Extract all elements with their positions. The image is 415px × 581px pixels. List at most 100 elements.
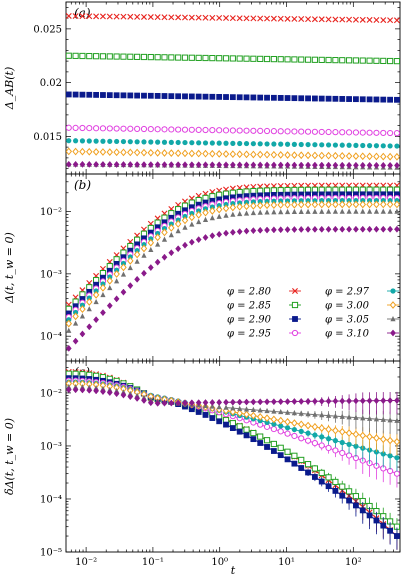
data-point xyxy=(202,149,209,158)
data-point xyxy=(66,147,73,156)
data-point xyxy=(202,399,209,407)
data-point xyxy=(353,443,359,449)
data-point xyxy=(79,13,86,20)
data-point xyxy=(250,55,257,62)
data-point xyxy=(319,142,325,148)
legend-label: φ = 2.95 xyxy=(227,329,271,340)
data-point xyxy=(86,306,92,312)
data-point xyxy=(346,397,353,405)
panel-0: 0.015 0.02 0.025 Δ_AB(t) (a) xyxy=(3,1,401,175)
data-point xyxy=(161,93,168,99)
data-point xyxy=(229,150,237,158)
data-point xyxy=(270,425,277,433)
data-point xyxy=(345,129,353,136)
data-point xyxy=(304,128,312,135)
data-point xyxy=(243,127,250,134)
data-point xyxy=(366,432,373,441)
data-point xyxy=(305,430,311,436)
data-point xyxy=(79,305,86,314)
data-point xyxy=(93,138,99,144)
panel-0-frame xyxy=(65,1,401,175)
legend-label: φ = 2.80 xyxy=(227,287,272,298)
y-axis-label: δΔ(t, t_w = 0) xyxy=(3,418,16,495)
y-tick-label: 10⁻² xyxy=(40,207,62,218)
data-point xyxy=(216,161,223,169)
data-point xyxy=(250,201,257,210)
data-point xyxy=(277,161,284,169)
data-point xyxy=(154,14,161,21)
data-point xyxy=(366,143,373,149)
data-point xyxy=(195,210,202,219)
data-point xyxy=(66,91,72,98)
data-point xyxy=(141,161,147,169)
legend-label: φ = 3.00 xyxy=(325,301,370,312)
data-point xyxy=(237,405,243,411)
panel-label: (a) xyxy=(74,6,91,20)
data-point xyxy=(319,434,325,440)
data-point xyxy=(359,200,367,209)
data-point xyxy=(161,228,168,237)
data-point xyxy=(188,54,195,61)
data-point xyxy=(325,208,332,214)
data-point xyxy=(387,417,393,423)
data-point xyxy=(312,208,318,214)
data-point xyxy=(73,138,79,144)
data-point xyxy=(236,150,243,159)
data-point xyxy=(113,53,120,60)
data-point xyxy=(311,151,319,160)
data-point xyxy=(147,148,155,157)
data-point xyxy=(120,125,127,132)
data-point xyxy=(394,396,400,404)
data-point xyxy=(270,440,277,448)
data-point xyxy=(72,386,79,394)
data-point xyxy=(318,56,325,63)
data-point xyxy=(291,426,297,433)
data-point xyxy=(209,127,216,134)
data-point xyxy=(175,93,182,100)
data-point xyxy=(360,415,366,421)
y-axis-label: Δ(t, t_w = 0) xyxy=(3,232,16,304)
data-point xyxy=(106,389,113,397)
data-point xyxy=(284,200,291,209)
data-point xyxy=(222,150,230,158)
data-point xyxy=(79,386,86,394)
data-point xyxy=(345,57,353,64)
data-point xyxy=(66,386,72,394)
data-point xyxy=(332,151,339,160)
data-point xyxy=(291,226,298,234)
data-point xyxy=(195,149,202,158)
data-point xyxy=(113,390,120,398)
data-point xyxy=(332,16,339,23)
data-point xyxy=(353,414,359,420)
data-point xyxy=(127,264,133,271)
data-point xyxy=(168,249,175,257)
data-point xyxy=(270,150,278,159)
data-point xyxy=(250,15,257,22)
data-point xyxy=(141,139,147,145)
series-phi-3.00 xyxy=(66,147,400,161)
data-point xyxy=(188,213,196,222)
data-point xyxy=(380,57,387,65)
panel-0-data xyxy=(66,12,400,170)
data-point xyxy=(79,52,86,60)
panel-2-data xyxy=(66,368,400,550)
data-point xyxy=(264,94,270,101)
data-point xyxy=(291,460,298,467)
data-point xyxy=(86,160,93,168)
data-point xyxy=(387,208,393,214)
data-point xyxy=(106,302,113,310)
data-point xyxy=(202,412,209,418)
data-point xyxy=(387,225,394,233)
data-point xyxy=(366,208,373,214)
data-point xyxy=(387,397,394,405)
data-point xyxy=(332,225,339,233)
data-point xyxy=(278,141,284,147)
data-point xyxy=(223,421,229,428)
data-point xyxy=(79,91,86,98)
data-point xyxy=(209,14,216,21)
data-point xyxy=(373,208,380,214)
data-point xyxy=(93,298,99,305)
data-point xyxy=(339,439,345,446)
data-point xyxy=(72,124,79,131)
legend-label: φ = 2.85 xyxy=(227,301,271,312)
